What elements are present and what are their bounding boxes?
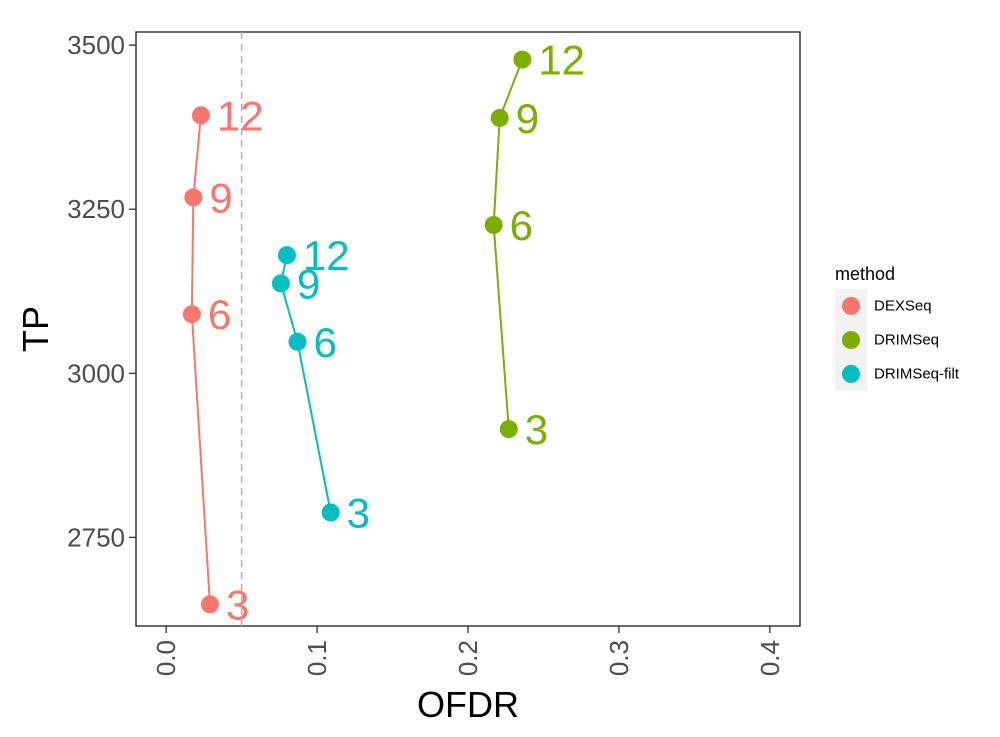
legend-marker [842,365,860,383]
legend: method DEXSeq DRIMSeq DRIMSeq-filt [835,264,960,391]
legend-title: method [835,264,895,284]
legend-label: DEXSeq [874,298,932,315]
point-label: 9 [297,260,320,307]
y-tick-label: 3500 [67,30,125,60]
series-line [279,254,332,513]
point-label: 3 [226,581,249,628]
data-point [484,215,503,234]
data-point [288,332,307,351]
point-label: 9 [516,95,539,142]
point-label: 12 [538,37,585,84]
y-tick-label: 3000 [67,358,125,388]
y-tick-label: 3250 [67,194,125,224]
point-label: 9 [209,174,232,221]
x-tick-label: 0.2 [453,640,483,676]
x-axis-title: OFDR [417,684,519,725]
legend-marker [842,297,860,315]
plot-panel [135,31,801,627]
legend-label: DRIMSeq [874,332,939,349]
data-point [490,108,509,127]
legend-label: DRIMSeq-filt [874,366,960,383]
data-point [182,305,201,324]
data-point [184,188,203,207]
x-axis-ticks: 0.0 0.1 0.2 0.3 0.4 [151,626,785,676]
x-tick-label: 0.0 [151,640,181,676]
y-tick-label: 2750 [67,522,125,552]
data-point [513,50,532,69]
y-axis-ticks: 2750 3000 3250 3500 [67,30,136,552]
series-line [492,59,524,430]
point-label: 6 [510,202,533,249]
point-label: 12 [303,232,350,279]
data-point [499,420,518,439]
data-point [271,274,290,293]
point-label: 3 [525,406,548,453]
legend-marker [842,331,860,349]
x-tick-label: 0.3 [604,640,634,676]
point-label: 3 [347,489,370,536]
y-axis-title: TP [15,306,56,352]
data-point [277,246,296,265]
point-label: 6 [208,291,231,338]
data-point [200,595,219,614]
point-label: 6 [313,319,336,366]
data-point [321,503,340,522]
point-label: 12 [217,92,264,139]
data-point [191,106,210,125]
series-line [190,115,211,605]
x-tick-label: 0.4 [755,640,785,676]
x-tick-label: 0.1 [302,640,332,676]
